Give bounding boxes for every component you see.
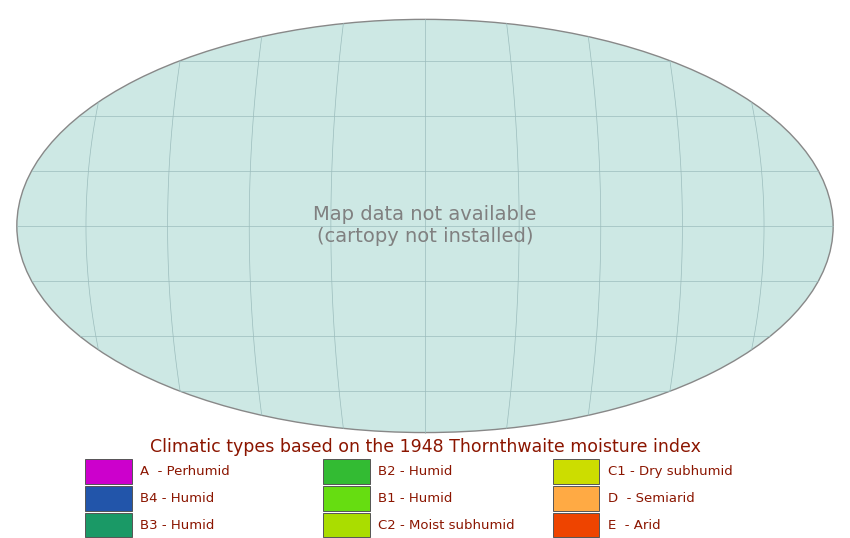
- FancyBboxPatch shape: [85, 459, 132, 484]
- Text: Climatic types based on the 1948 Thornthwaite moisture index: Climatic types based on the 1948 Thornth…: [150, 438, 700, 456]
- Ellipse shape: [17, 19, 833, 433]
- FancyBboxPatch shape: [552, 513, 599, 537]
- Text: B1 - Humid: B1 - Humid: [378, 492, 452, 505]
- FancyBboxPatch shape: [552, 459, 599, 484]
- Text: B4 - Humid: B4 - Humid: [140, 492, 214, 505]
- FancyBboxPatch shape: [323, 486, 370, 511]
- Text: Map data not available
(cartopy not installed): Map data not available (cartopy not inst…: [314, 206, 536, 246]
- Text: B2 - Humid: B2 - Humid: [378, 465, 452, 478]
- Text: C2 - Moist subhumid: C2 - Moist subhumid: [378, 519, 515, 532]
- Text: D  - Semiarid: D - Semiarid: [608, 492, 694, 505]
- Text: C1 - Dry subhumid: C1 - Dry subhumid: [608, 465, 733, 478]
- FancyBboxPatch shape: [85, 486, 132, 511]
- FancyBboxPatch shape: [323, 513, 370, 537]
- FancyBboxPatch shape: [552, 486, 599, 511]
- Text: E  - Arid: E - Arid: [608, 519, 660, 532]
- FancyBboxPatch shape: [85, 513, 132, 537]
- Text: A  - Perhumid: A - Perhumid: [140, 465, 230, 478]
- FancyBboxPatch shape: [323, 459, 370, 484]
- Text: B3 - Humid: B3 - Humid: [140, 519, 214, 532]
